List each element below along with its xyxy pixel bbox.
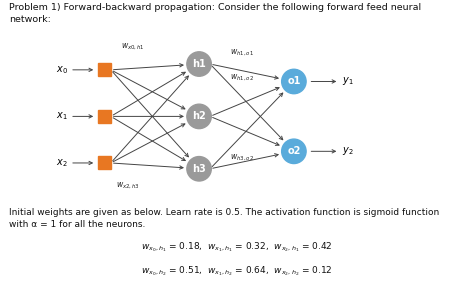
Text: $y_2$: $y_2$ [342,145,353,157]
Ellipse shape [187,104,211,129]
Ellipse shape [187,157,211,181]
Text: $w_{h1,o2}$: $w_{h1,o2}$ [230,73,254,83]
Text: $x_2$: $x_2$ [56,157,68,169]
Text: $y_1$: $y_1$ [342,75,353,88]
Ellipse shape [187,52,211,76]
Ellipse shape [282,139,306,164]
Text: h3: h3 [192,164,206,174]
FancyBboxPatch shape [98,157,111,169]
FancyBboxPatch shape [98,110,111,123]
Text: $w_{x2,h3}$: $w_{x2,h3}$ [116,180,140,191]
Ellipse shape [282,69,306,94]
Text: o1: o1 [287,77,301,86]
Text: h1: h1 [192,59,206,69]
Text: $x_1$: $x_1$ [56,111,68,122]
FancyBboxPatch shape [98,63,111,76]
Text: $w_{x_0,h_2}$ = 0.51,  $w_{x_1,h_2}$ = 0.64,  $w_{x_2,h_2}$ = 0.12: $w_{x_0,h_2}$ = 0.51, $w_{x_1,h_2}$ = 0.… [141,265,333,278]
Text: o2: o2 [287,146,301,156]
Text: h2: h2 [192,111,206,121]
Text: $x_0$: $x_0$ [56,64,68,76]
Text: Initial weights are given as below. Learn rate is 0.5. The activation function i: Initial weights are given as below. Lear… [9,208,440,229]
Text: $w_{h3,o2}$: $w_{h3,o2}$ [230,153,254,163]
Text: $w_{h1,o1}$: $w_{h1,o1}$ [230,48,254,58]
Text: $w_{x_0,h_1}$ = 0.18,  $w_{x_1,h_1}$ = 0.32,  $w_{x_2,h_1}$ = 0.42: $w_{x_0,h_1}$ = 0.18, $w_{x_1,h_1}$ = 0.… [141,240,333,254]
Text: Problem 1) Forward-backward propagation: Consider the following forward feed neu: Problem 1) Forward-backward propagation:… [9,3,421,24]
Text: $w_{x0,h1}$: $w_{x0,h1}$ [121,42,145,52]
